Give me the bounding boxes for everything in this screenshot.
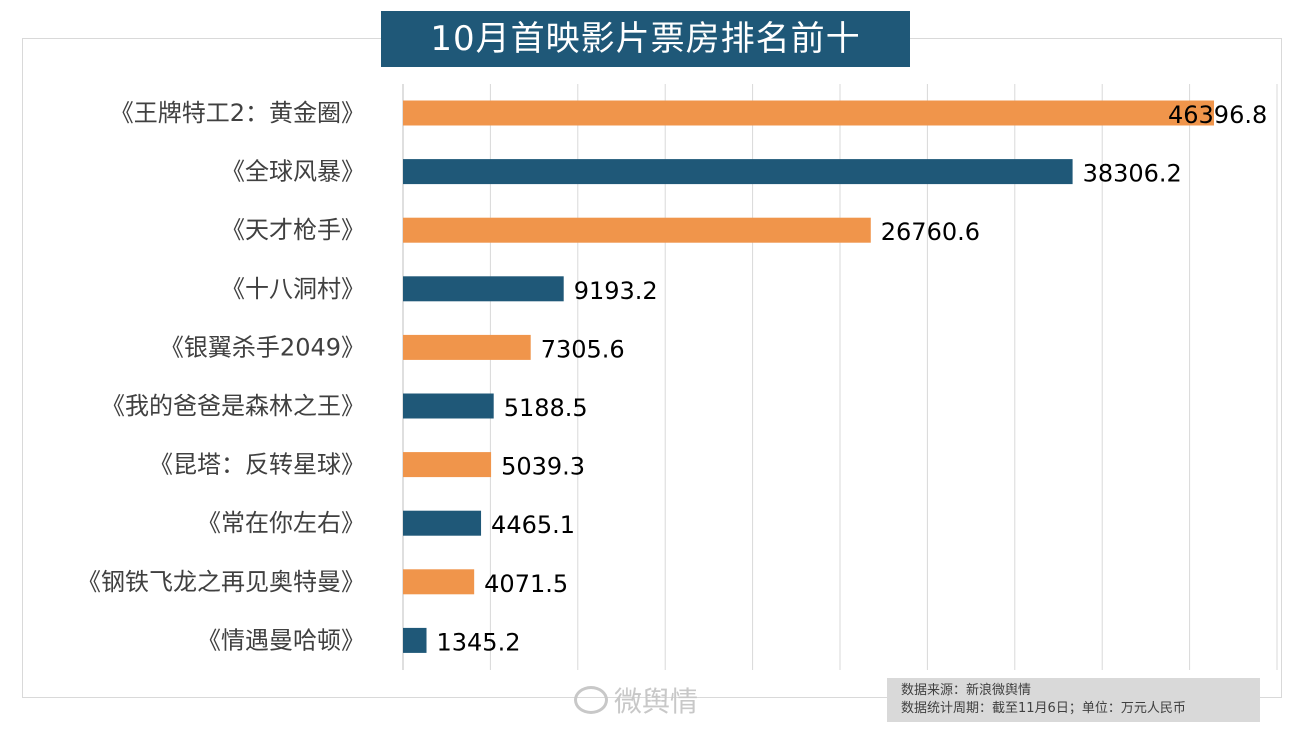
data-label: 46396.8 xyxy=(1168,101,1267,129)
watermark-text: 微舆情 xyxy=(614,685,699,718)
category-label: 《昆塔：反转星球》 xyxy=(149,451,365,479)
category-label: 《十八洞村》 xyxy=(221,275,365,303)
bar xyxy=(403,393,494,419)
data-label: 9193.2 xyxy=(574,277,658,305)
category-label: 《天才枪手》 xyxy=(221,216,365,244)
category-label: 《王牌特工2：黄金圈》 xyxy=(110,99,365,127)
category-label: 《我的爸爸是森林之王》 xyxy=(101,392,365,420)
category-label: 《情遇曼哈顿》 xyxy=(197,626,365,654)
data-label: 5039.3 xyxy=(501,453,585,481)
bar xyxy=(403,510,482,536)
chart-title: 10月首映影片票房排名前十 xyxy=(381,11,910,67)
bar xyxy=(403,276,564,302)
bar xyxy=(403,100,1215,126)
source-note: 数据来源：新浪微舆情 数据统计周期：截至11月6日；单位：万元人民币 xyxy=(887,678,1260,722)
category-label: 《常在你左右》 xyxy=(197,509,365,537)
bar xyxy=(403,627,427,653)
bar xyxy=(403,452,492,478)
source-line: 数据来源：新浪微舆情 xyxy=(901,683,1032,698)
data-label: 7305.6 xyxy=(541,335,625,363)
data-label: 38306.2 xyxy=(1083,160,1182,188)
data-label: 4071.5 xyxy=(484,570,568,598)
watermark: 微舆情 xyxy=(574,680,698,720)
weibo-icon xyxy=(574,686,608,714)
category-label: 《钢铁飞龙之再见奥特曼》 xyxy=(77,568,365,596)
data-label: 4465.1 xyxy=(491,511,575,539)
data-label: 26760.6 xyxy=(881,218,980,246)
bar xyxy=(403,334,531,360)
bar xyxy=(403,159,1073,185)
bar xyxy=(403,569,475,595)
period-unit-line: 数据统计周期：截至11月6日；单位：万元人民币 xyxy=(901,701,1186,716)
bar xyxy=(403,217,871,243)
data-label: 5188.5 xyxy=(504,394,588,422)
category-label: 《银翼杀手2049》 xyxy=(160,333,365,361)
data-label: 1345.2 xyxy=(437,628,521,656)
category-label: 《全球风暴》 xyxy=(221,158,365,186)
